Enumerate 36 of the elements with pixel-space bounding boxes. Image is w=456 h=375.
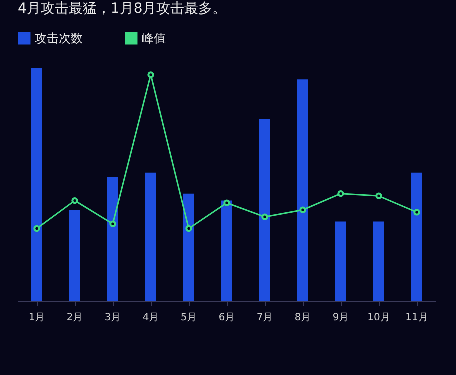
bar	[70, 210, 80, 301]
x-tick-label: 3月	[104, 312, 122, 324]
point	[338, 190, 344, 198]
bar	[374, 222, 384, 301]
bar	[222, 200, 232, 301]
point	[110, 220, 116, 228]
legend-label: 攻击次数	[35, 32, 83, 46]
x-tick-label: 7月	[256, 312, 274, 324]
x-tick-label: 1月	[28, 312, 46, 324]
x-tick-label: 9月	[332, 312, 350, 324]
point	[72, 197, 78, 204]
x-tick-label: 6月	[218, 312, 236, 324]
x-tick-label: 11月	[406, 312, 428, 324]
x-tick-label: 5月	[180, 312, 198, 324]
bar	[336, 222, 346, 301]
bar	[298, 80, 308, 301]
bar	[412, 172, 422, 301]
x-tick-label: 2月	[66, 312, 84, 324]
bar	[260, 119, 270, 301]
point	[148, 72, 154, 78]
legend-label: 峰值	[142, 32, 166, 46]
point	[262, 214, 268, 220]
bar	[184, 194, 194, 301]
x-tick-label: 4月	[142, 312, 160, 324]
bar	[32, 68, 42, 301]
bar	[146, 172, 156, 301]
x-tick-label: 10月	[368, 312, 390, 324]
chart-title: 4月攻击最猛，1月8月攻击最多。	[18, 1, 227, 17]
point	[414, 209, 420, 216]
point	[34, 225, 40, 232]
point	[186, 225, 192, 232]
bar	[108, 178, 118, 301]
point	[376, 192, 382, 200]
point	[300, 206, 306, 214]
point	[224, 200, 230, 206]
x-tick-label: 8月	[294, 312, 312, 324]
